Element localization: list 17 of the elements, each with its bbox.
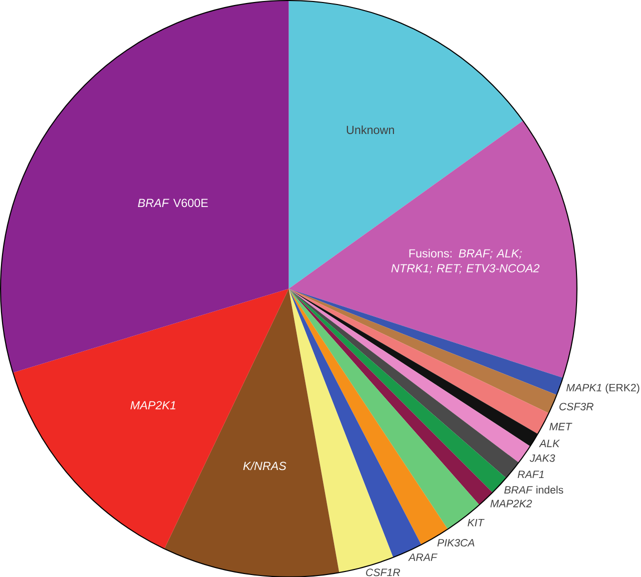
slice-label: CSF3R (559, 402, 594, 410)
slice-label: MAPK1 (ERK2) (566, 383, 640, 394)
slice-label: RAF1 (518, 470, 544, 478)
slice-label: BRAF V600E (138, 198, 208, 207)
slice-label: ARAF (408, 553, 438, 561)
slice-label: K/NRAS (243, 461, 286, 470)
slice-label: MAP2K2 (490, 500, 532, 507)
slice-label: Fusions: BRAF; ALK; NTRK1; RET; ETV3-NCOA2 (391, 248, 540, 274)
slice-label: BRAF indels (504, 486, 564, 494)
slice-label: Unknown (346, 125, 394, 134)
slice-label: PIK3CA (437, 538, 474, 546)
slice-label: ALK (538, 440, 560, 447)
slice-label: CSF1R (366, 568, 400, 576)
slice-label: MET (550, 422, 572, 430)
slice-label: KIT (468, 518, 485, 526)
slice-label: MAP2K1 (130, 400, 176, 410)
slice-label: JAK3 (530, 454, 556, 462)
